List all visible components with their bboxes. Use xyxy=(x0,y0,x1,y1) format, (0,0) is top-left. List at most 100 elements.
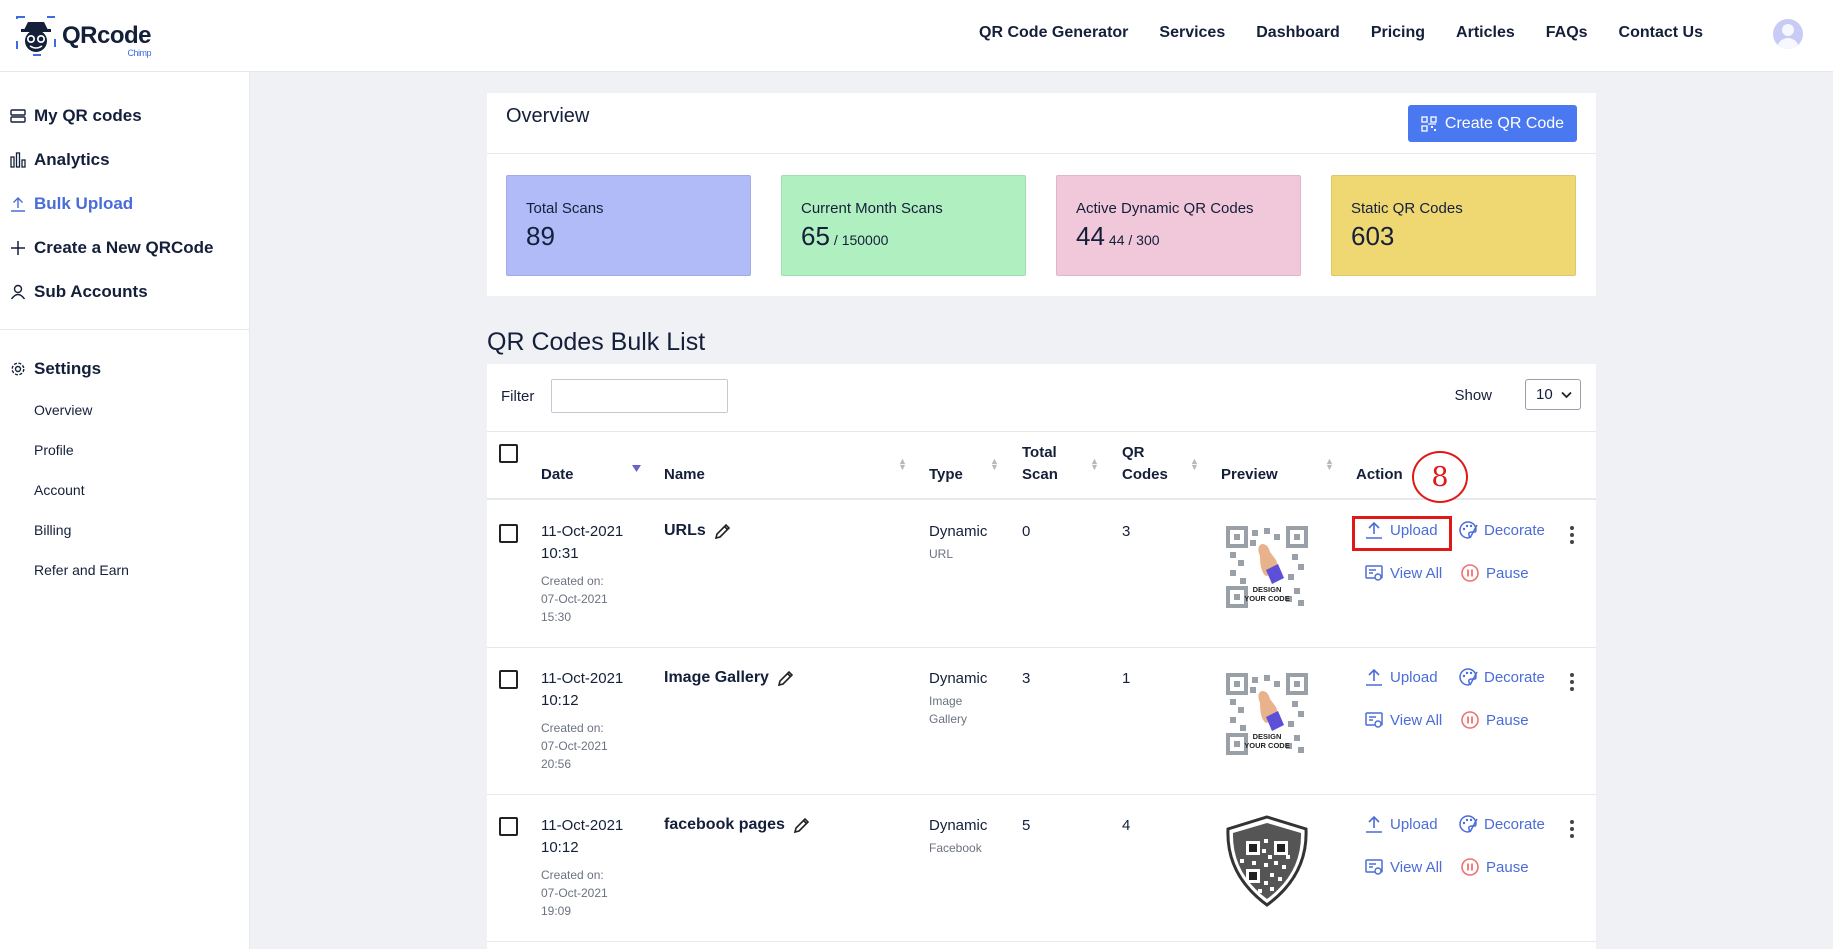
stat-value: 44 44 / 300 xyxy=(1076,221,1160,252)
sort-desc-active-icon[interactable] xyxy=(632,465,641,472)
sidebar-item-label: My QR codes xyxy=(34,106,142,125)
nav-contact-us[interactable]: Contact Us xyxy=(1618,24,1703,41)
more-options-icon[interactable] xyxy=(1570,526,1574,547)
column-header-preview[interactable]: Preview xyxy=(1221,466,1278,483)
row-created-time: 15:30 xyxy=(541,610,572,624)
pause-label: Pause xyxy=(1486,711,1529,729)
top-header: QRcode Chimp QR Code Generator Services … xyxy=(0,0,1833,72)
sidebar-item-create-new-qrcode[interactable]: Create a New QRCode xyxy=(10,238,214,258)
pause-button[interactable]: Pause xyxy=(1460,857,1529,877)
palette-icon xyxy=(1459,668,1478,686)
decorate-label: Decorate xyxy=(1484,815,1545,833)
row-created-date: 07-Oct-2021 xyxy=(541,886,608,900)
sort-icon[interactable]: ▲ ▼ xyxy=(1325,456,1334,472)
filter-input[interactable] xyxy=(551,379,728,413)
row-subtype: URL xyxy=(929,547,954,561)
view-all-button[interactable]: View All xyxy=(1364,710,1442,730)
upload-button[interactable]: Upload xyxy=(1364,814,1438,834)
more-options-icon[interactable] xyxy=(1570,673,1574,694)
sidebar-item-label: Settings xyxy=(34,359,102,378)
pause-button[interactable]: Pause xyxy=(1460,710,1529,730)
settings-sub-profile[interactable]: Profile xyxy=(34,442,74,458)
upload-icon xyxy=(1366,815,1382,833)
sort-icon[interactable]: ▲ ▼ xyxy=(1090,456,1099,472)
sort-icon[interactable]: ▲ ▼ xyxy=(990,456,999,472)
row-divider xyxy=(487,941,1596,942)
qr-preview-image[interactable]: DESIGN YOUR CODE xyxy=(1226,526,1308,608)
column-header-total-scan[interactable]: Total Scan xyxy=(1022,444,1058,483)
preview-caption-line2: YOUR CODE xyxy=(1244,594,1289,603)
column-header-date[interactable]: Date xyxy=(541,466,574,483)
row-created-label: Created on: xyxy=(541,868,604,882)
decorate-button[interactable]: Decorate xyxy=(1458,520,1545,540)
show-page-size-select[interactable]: 10 xyxy=(1525,379,1581,410)
bulk-list-table: Filter Show 10 Date Name ▲ ▼ Type ▲ ▼ Tota… xyxy=(487,364,1596,949)
stat-card-total-scans: Total Scans 89 xyxy=(506,175,751,276)
sort-icon[interactable]: ▲ ▼ xyxy=(1190,456,1199,472)
decorate-button[interactable]: Decorate xyxy=(1458,667,1545,687)
filter-label: Filter xyxy=(501,388,535,405)
view-all-button[interactable]: View All xyxy=(1364,857,1442,877)
stat-limit: / 150000 xyxy=(833,232,889,248)
settings-sub-billing[interactable]: Billing xyxy=(34,522,72,538)
nav-qr-code-generator[interactable]: QR Code Generator xyxy=(979,24,1129,41)
row-checkbox[interactable] xyxy=(499,670,518,689)
row-checkbox[interactable] xyxy=(499,524,518,543)
upload-button[interactable]: Upload xyxy=(1364,667,1438,687)
row-created-label: Created on: xyxy=(541,721,604,735)
view-all-label: View All xyxy=(1390,858,1443,876)
nav-dashboard[interactable]: Dashboard xyxy=(1256,24,1340,41)
pause-button[interactable]: Pause xyxy=(1460,563,1529,583)
select-all-checkbox[interactable] xyxy=(499,444,518,463)
decorate-label: Decorate xyxy=(1484,668,1545,686)
pencil-icon[interactable] xyxy=(777,670,794,687)
pause-label: Pause xyxy=(1486,858,1529,876)
user-icon xyxy=(10,284,26,300)
column-header-qr-codes[interactable]: QR Codes xyxy=(1122,444,1168,483)
row-qr-codes: 3 xyxy=(1122,523,1131,540)
settings-sub-account[interactable]: Account xyxy=(34,482,85,498)
nav-articles[interactable]: Articles xyxy=(1456,24,1515,41)
pencil-icon[interactable] xyxy=(793,817,810,834)
upload-button[interactable]: Upload xyxy=(1364,520,1438,540)
view-all-label: View All xyxy=(1390,564,1443,582)
preview-caption-line2: YOUR CODE xyxy=(1244,741,1289,750)
settings-sub-refer-and-earn[interactable]: Refer and Earn xyxy=(34,562,129,578)
shield-qr-preview-image[interactable] xyxy=(1224,815,1310,907)
row-name-text: Image Gallery xyxy=(664,669,769,686)
sidebar-item-settings[interactable]: Settings xyxy=(10,359,101,379)
sidebar-item-bulk-upload[interactable]: Bulk Upload xyxy=(10,194,133,214)
sidebar-item-sub-accounts[interactable]: Sub Accounts xyxy=(10,282,148,302)
nav-pricing[interactable]: Pricing xyxy=(1370,24,1426,41)
row-name-text: URLs xyxy=(664,522,706,539)
sort-icon[interactable]: ▲ ▼ xyxy=(898,456,907,472)
row-total-scan: 0 xyxy=(1022,523,1031,540)
create-qr-code-button[interactable]: Create QR Code xyxy=(1408,105,1577,142)
stat-value: 89 xyxy=(526,221,555,252)
row-created-date: 07-Oct-2021 xyxy=(541,739,608,753)
show-select-value: 10 xyxy=(1536,386,1553,403)
row-name: facebook pages xyxy=(664,816,810,834)
pencil-icon[interactable] xyxy=(714,523,731,540)
logo[interactable]: QRcode Chimp xyxy=(16,16,152,58)
sidebar-item-analytics[interactable]: Analytics xyxy=(10,150,110,170)
view-all-button[interactable]: View All xyxy=(1364,563,1442,583)
pause-icon xyxy=(1461,858,1479,876)
preview-caption-line1: DESIGN xyxy=(1253,732,1282,741)
stat-number: 44 xyxy=(1076,221,1105,251)
nav-services[interactable]: Services xyxy=(1159,24,1226,41)
row-checkbox[interactable] xyxy=(499,817,518,836)
qr-preview-image[interactable]: DESIGN YOUR CODE xyxy=(1226,673,1308,755)
avatar[interactable] xyxy=(1773,19,1803,49)
sidebar-item-my-qr-codes[interactable]: My QR codes xyxy=(10,106,142,126)
stat-number: 65 xyxy=(801,221,830,251)
column-header-type[interactable]: Type xyxy=(929,466,963,483)
decorate-button[interactable]: Decorate xyxy=(1458,814,1545,834)
settings-sub-overview[interactable]: Overview xyxy=(34,402,93,418)
column-header-name[interactable]: Name xyxy=(664,466,705,483)
row-subtype: Facebook xyxy=(929,841,982,855)
more-options-icon[interactable] xyxy=(1570,820,1574,841)
show-label: Show xyxy=(1454,387,1492,404)
nav-faqs[interactable]: FAQs xyxy=(1545,24,1588,41)
stat-label: Total Scans xyxy=(526,200,604,217)
